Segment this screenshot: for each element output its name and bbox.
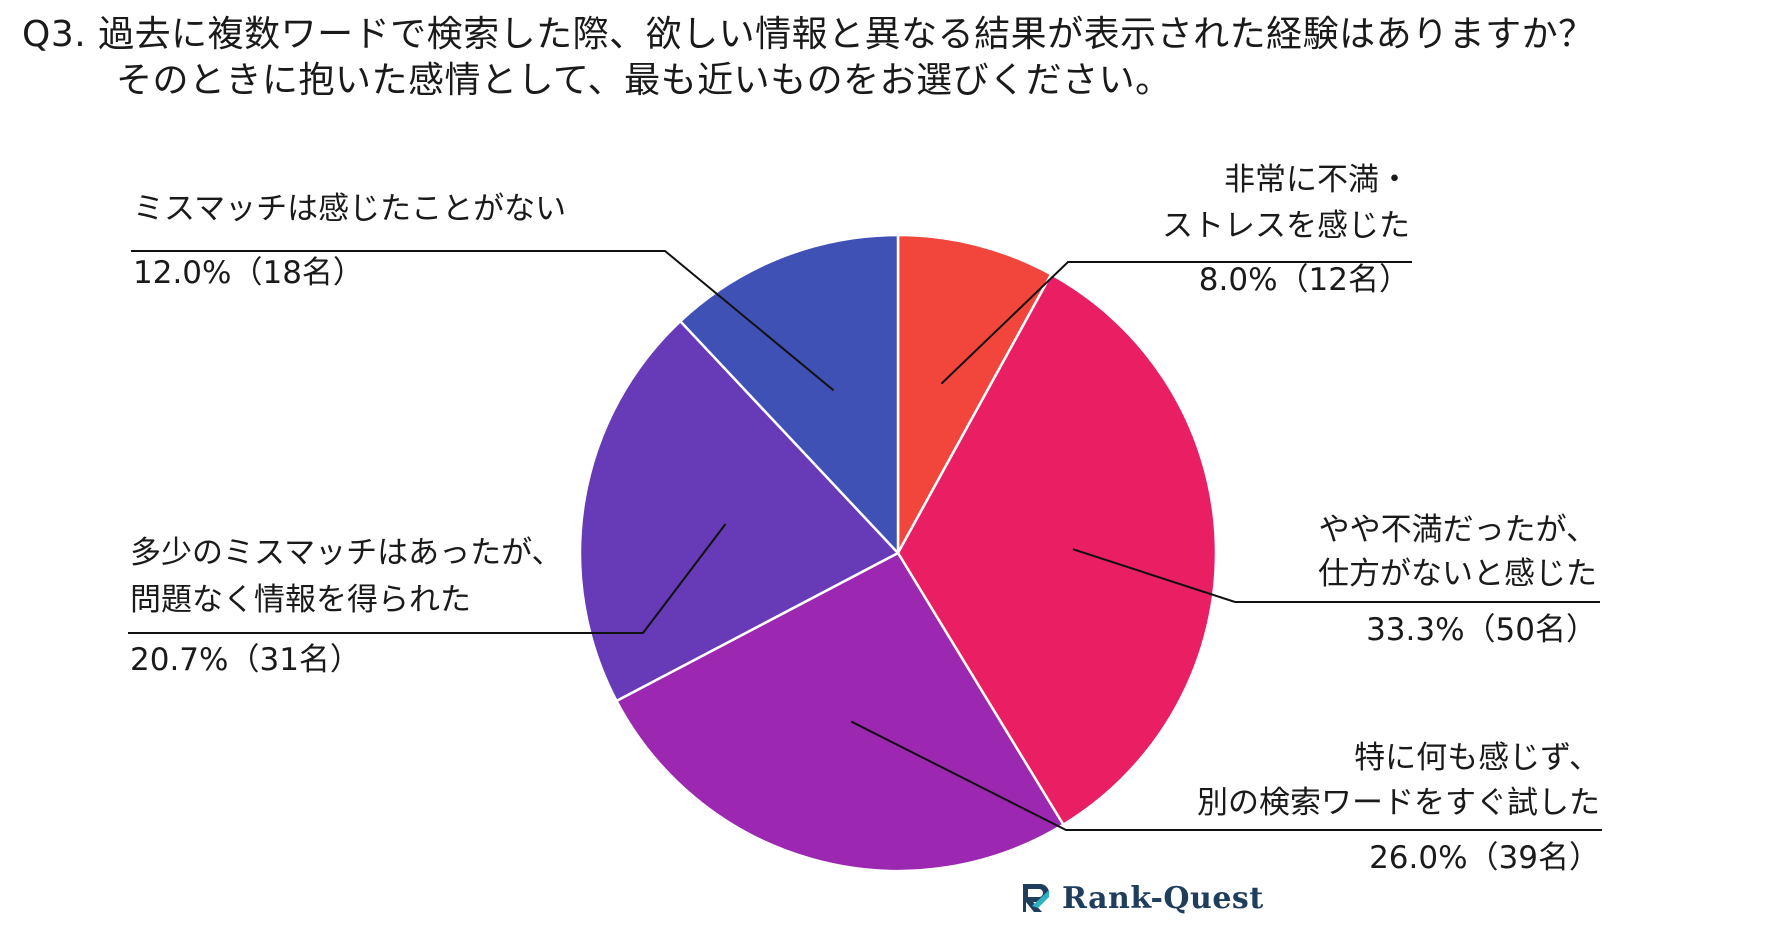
slice-label-3-line-2: 別の検索ワードをすぐ試した [1197, 785, 1600, 821]
title-line-1: Q3. 過去に複数ワードで検索した際、欲しい情報と異なる結果が表示された経験はあ… [22, 14, 1595, 55]
slice-value-1: 8.0%（12名） [1199, 262, 1410, 298]
pie-slice-5 [678, 233, 900, 557]
rank-quest-logo: Rank-Quest [1018, 880, 1264, 916]
pie-slice-3 [614, 551, 1066, 873]
leader-line-3 [850, 720, 1602, 831]
slice-value-3: 26.0%（39名） [1369, 840, 1600, 876]
slice-label-2-line-1: やや不満だったが、 [1319, 512, 1597, 548]
slice-label-2-line-2: 仕方がないと感じた [1318, 556, 1597, 592]
pie-slice-4 [578, 319, 901, 703]
slice-label-4-line-1: 多少のミスマッチはあったが、 [130, 535, 562, 571]
leader-line-4 [128, 523, 727, 634]
slice-label-3-line-1: 特に何も感じず、 [1354, 740, 1600, 776]
page-title: Q3. 過去に複数ワードで検索した際、欲しい情報と異なる結果が表示された経験はあ… [22, 12, 1782, 104]
slice-value-2: 33.3%（50名） [1366, 612, 1597, 648]
leader-line-5 [131, 250, 835, 392]
leader-line-2 [1072, 548, 1600, 603]
pie-slice-2 [896, 272, 1218, 827]
slice-value-4: 20.7%（31名） [130, 642, 361, 678]
slice-label-1-line-2: ストレスを感じた [1162, 208, 1410, 244]
slice-label-4-line-2: 問題なく情報を得られた [130, 582, 471, 618]
leader-line-1 [940, 261, 1412, 385]
title-line-2: そのときに抱いた感情として、最も近いものをお選びください。 [116, 60, 1172, 101]
rank-quest-logo-icon [1023, 884, 1049, 912]
slice-label-1-line-1: 非常に不満・ [1224, 162, 1410, 198]
logo-text: Rank-Quest [1062, 880, 1264, 916]
slice-value-5: 12.0%（18名） [133, 255, 364, 291]
slice-label-5-line-1: ミスマッチは感じたことがない [133, 191, 566, 227]
